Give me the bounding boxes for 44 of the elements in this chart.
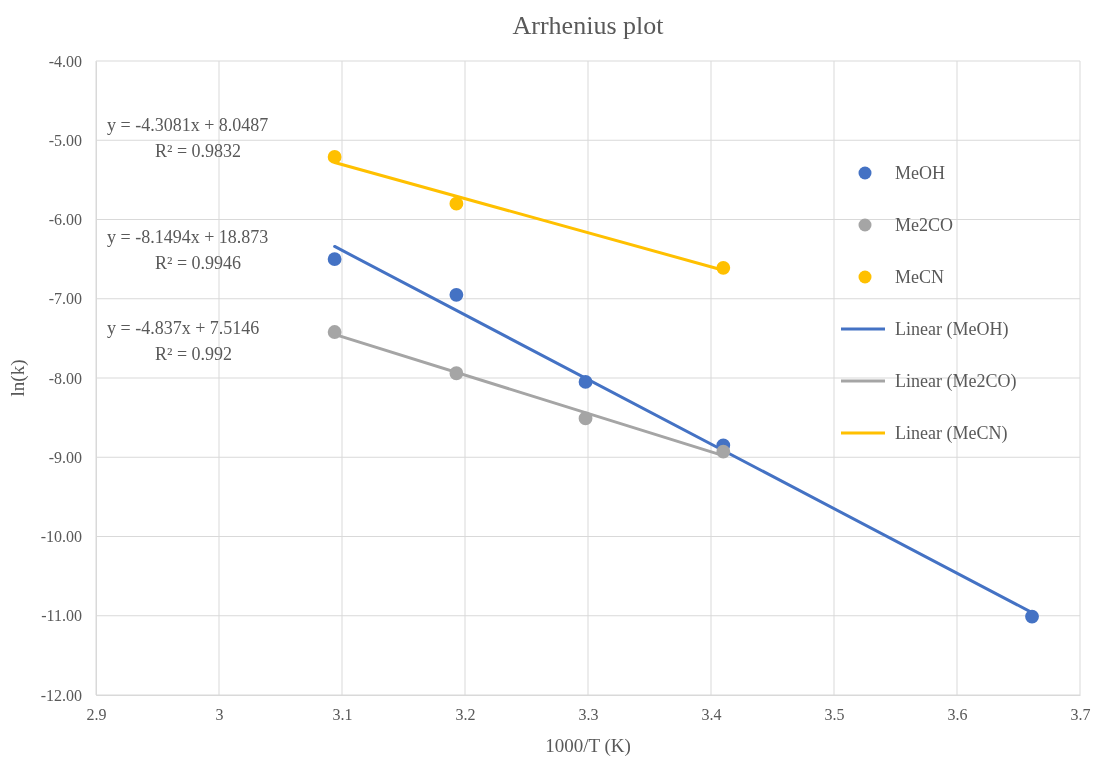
x-tick-label: 3.2: [455, 706, 476, 724]
legend-label: Linear (MeCN): [895, 423, 1008, 444]
chart-title: Arrhenius plot: [512, 11, 665, 40]
x-tick-label: 2.9: [86, 706, 107, 724]
legend-label: Linear (Me2CO): [895, 371, 1017, 392]
y-tick-label: -6.00: [48, 211, 82, 229]
y-tick-label: -8.00: [48, 369, 82, 387]
point: [716, 260, 731, 275]
legend-label: Linear (MeOH): [895, 319, 1009, 340]
x-tick-label: 3.6: [947, 706, 968, 724]
annotation: R² = 0.992: [155, 344, 233, 364]
annotation: y = -4.3081x + 8.0487: [107, 115, 269, 135]
x-tick-label: 3.5: [824, 706, 845, 724]
y-axis-title: ln(k): [7, 359, 29, 397]
y-tick-label: -4.00: [48, 52, 82, 70]
point: [327, 150, 342, 164]
x-tick-label: 3.1: [332, 706, 353, 724]
point: [1025, 609, 1039, 624]
x-tick-label: 3.3: [578, 706, 599, 724]
annotation: y = -4.837x + 7.5146: [107, 318, 260, 338]
y-tick-label: -7.00: [48, 290, 82, 308]
y-tick-label: -5.00: [48, 131, 82, 149]
annotation: y = -8.1494x + 18.873: [107, 227, 269, 247]
point: [578, 375, 593, 389]
x-tick-label: 3.7: [1070, 706, 1091, 724]
legend-label: MeOH: [895, 163, 945, 183]
point: [449, 366, 464, 381]
point: [327, 325, 342, 339]
point: [578, 411, 593, 426]
point: [716, 444, 731, 459]
point: [449, 287, 464, 302]
x-tick-label: 3.4: [701, 706, 722, 724]
annotation: R² = 0.9832: [155, 141, 242, 161]
x-tick-label: 3: [215, 706, 224, 724]
point: [327, 252, 342, 267]
y-tick-label: -9.00: [48, 448, 82, 466]
x-axis-title: 1000/T (K): [545, 735, 631, 757]
y-tick-label: -11.00: [41, 607, 82, 625]
annotation: R² = 0.9946: [155, 253, 242, 273]
y-tick-label: -10.00: [40, 528, 82, 546]
y-tick-label: -12.00: [40, 686, 82, 704]
legend-label: Me2CO: [895, 215, 953, 235]
point: [449, 196, 464, 211]
legend-label: MeCN: [895, 267, 944, 287]
